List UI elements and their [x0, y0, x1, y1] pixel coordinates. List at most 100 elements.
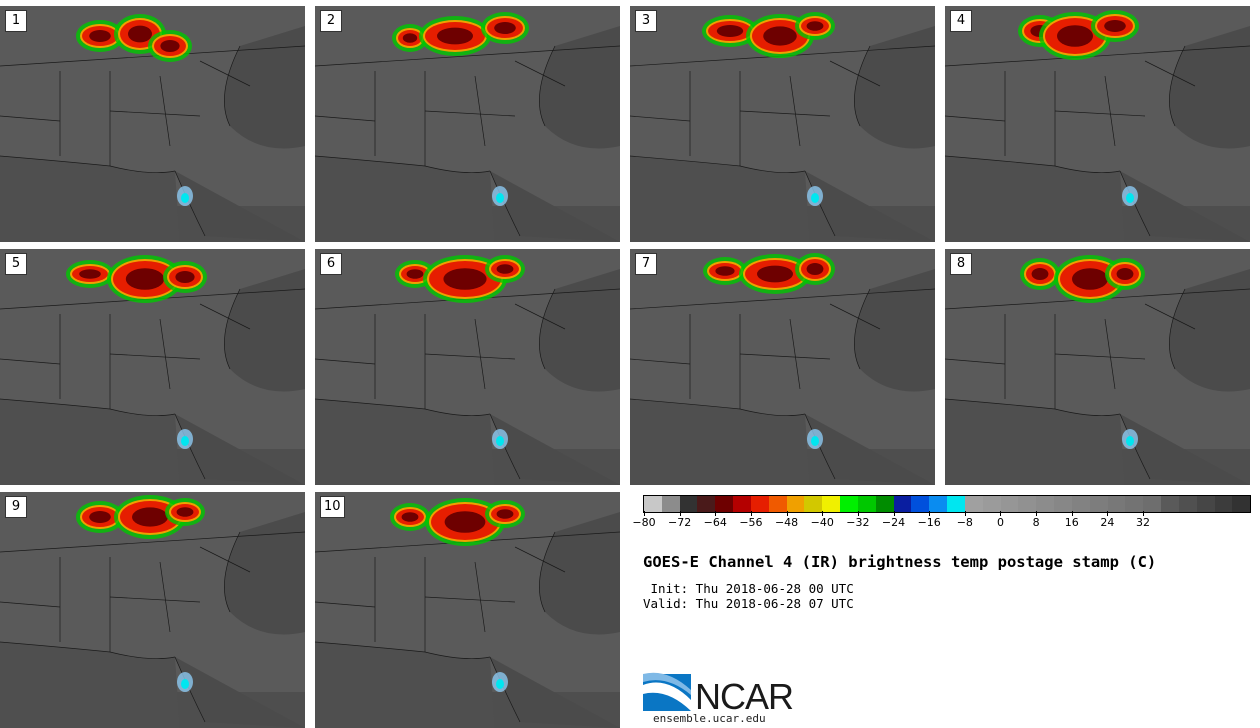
colorbar-tick [1036, 511, 1038, 516]
colorbar-tick-label: −24 [881, 516, 906, 529]
colorbar-cell [929, 496, 948, 512]
colorbar-tick [679, 511, 681, 516]
colorbar-cell [893, 496, 912, 512]
colorbar-cell [1161, 496, 1179, 512]
panel-label: 3 [635, 10, 657, 32]
panel-label: 6 [320, 253, 342, 275]
panel-label: 8 [950, 253, 972, 275]
map-panel: 5 [0, 249, 305, 485]
colorbar-tick [929, 511, 931, 516]
colorbar-tick-label: −8 [956, 516, 973, 529]
ncar-logo-icon [643, 672, 691, 711]
satellite-map-icon [945, 249, 1250, 485]
colorbar-cell [1178, 496, 1197, 512]
map-panel: 4 [945, 6, 1250, 242]
colorbar-tick-label: −72 [668, 516, 692, 529]
map-panel: 1 [0, 6, 305, 242]
colorbar-cell [1000, 496, 1019, 512]
colorbar-cell [911, 496, 930, 512]
colorbar-cell [1143, 496, 1162, 512]
satellite-map-icon [315, 249, 620, 485]
satellite-map-icon [315, 6, 620, 242]
map-panel: 9 [0, 492, 305, 728]
colorbar-cell [1018, 496, 1037, 512]
colorbar-tick [822, 511, 824, 516]
colorbar-cell [1089, 496, 1108, 512]
satellite-map-icon [630, 6, 935, 242]
colorbar-cell [1071, 496, 1090, 512]
colorbar-tick-label: 32 [1136, 516, 1151, 529]
colorbar-cell [964, 496, 983, 512]
colorbar-cell [661, 496, 680, 512]
panel-label: 9 [5, 496, 27, 518]
colorbar-cell [768, 496, 787, 512]
colorbar-cell [1107, 496, 1126, 512]
colorbar-tick-label: −56 [739, 516, 763, 529]
colorbar-tick-label: −64 [703, 516, 727, 529]
colorbar-tick-label: 16 [1064, 516, 1079, 529]
panel-label: 4 [950, 10, 972, 32]
map-panel: 2 [315, 6, 620, 242]
colorbar-cell [1036, 496, 1055, 512]
colorbar-tick [1143, 511, 1145, 516]
colorbar-cell [697, 496, 716, 512]
colorbar-cell [1054, 496, 1072, 512]
satellite-map-icon [630, 249, 935, 485]
colorbar-cell [644, 496, 662, 512]
colorbar-cell [1196, 496, 1215, 512]
map-panel: 6 [315, 249, 620, 485]
colorbar-tick [857, 511, 859, 516]
colorbar-tick-label: 0 [996, 516, 1004, 529]
colorbar-cell [786, 496, 805, 512]
colorbar-tick-label: −48 [774, 516, 799, 529]
logo-wordmark: NCAR [695, 676, 794, 717]
satellite-map-icon [315, 492, 620, 728]
colorbar-tick-label: −80 [632, 516, 656, 529]
colorbar-tick-label: 8 [1032, 516, 1040, 529]
colorbar-cell [947, 496, 965, 512]
colorbar-cell [804, 496, 823, 512]
colorbar-cell [875, 496, 894, 512]
colorbar-tick [750, 511, 752, 516]
colorbar-cell [715, 496, 734, 512]
colorbar-cell [679, 496, 698, 512]
colorbar-cell [822, 496, 841, 512]
colorbar-tick-label: −40 [810, 516, 834, 529]
panel-label: 10 [320, 496, 345, 518]
colorbar-tick [964, 511, 966, 516]
colorbar-tick [893, 511, 895, 516]
figure-title: GOES-E Channel 4 (IR) brightness temp po… [643, 553, 1157, 571]
colorbar-tick [644, 511, 645, 516]
colorbar-tick-label: −32 [846, 516, 870, 529]
init-time: Init: Thu 2018-06-28 00 UTC [643, 581, 854, 596]
satellite-map-icon [945, 6, 1250, 242]
colorbar-tick [786, 511, 788, 516]
panel-label: 5 [5, 253, 27, 275]
colorbar-tick-label: −16 [917, 516, 941, 529]
logo-url: ensemble.ucar.edu [653, 712, 766, 725]
panel-label: 1 [5, 10, 27, 32]
colorbar-cell [1125, 496, 1144, 512]
colorbar-cell [982, 496, 1001, 512]
map-panel: 7 [630, 249, 935, 485]
colorbar-tick [715, 511, 717, 516]
colorbar-cell [1214, 496, 1233, 512]
colorbar-cell [1232, 496, 1251, 512]
colorbar-tick-label: 24 [1100, 516, 1115, 529]
satellite-map-icon [0, 6, 305, 242]
satellite-map-icon [0, 249, 305, 485]
map-panel: 10 [315, 492, 620, 728]
colorbar-cell [857, 496, 876, 512]
colorbar-tick [1107, 511, 1109, 516]
colorbar-cell [733, 496, 751, 512]
colorbar-tick [1071, 511, 1073, 516]
colorbar-tick [1000, 511, 1002, 516]
valid-time: Valid: Thu 2018-06-28 07 UTC [643, 596, 854, 611]
panel-label: 7 [635, 253, 657, 275]
satellite-map-icon [0, 492, 305, 728]
map-panel: 8 [945, 249, 1250, 485]
temperature-colorbar [643, 495, 1251, 513]
colorbar-cell [840, 496, 858, 512]
map-panel: 3 [630, 6, 935, 242]
colorbar-cell [750, 496, 769, 512]
